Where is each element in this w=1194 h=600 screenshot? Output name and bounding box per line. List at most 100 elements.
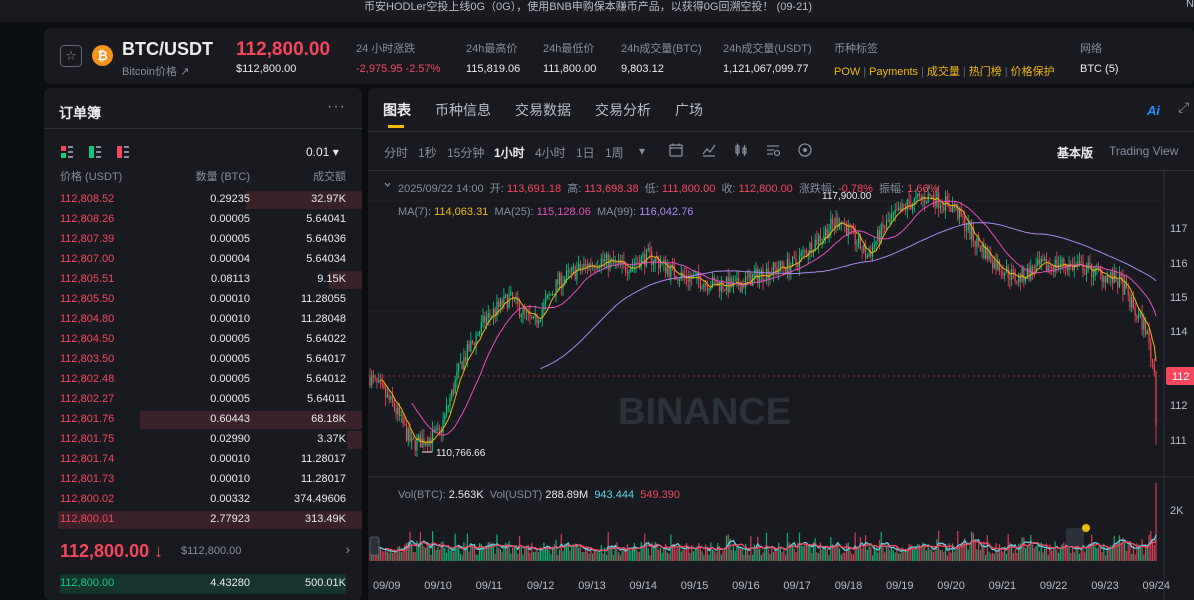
candle[interactable] — [991, 262, 994, 268]
candle[interactable] — [1078, 261, 1081, 264]
candle[interactable] — [1052, 267, 1055, 272]
candle[interactable] — [412, 438, 415, 440]
candle[interactable] — [654, 258, 656, 264]
candle[interactable] — [386, 394, 388, 398]
candle[interactable] — [447, 405, 449, 407]
candle[interactable] — [466, 344, 468, 361]
tab-trading-analysis[interactable]: 交易分析 — [595, 102, 651, 118]
candle[interactable] — [925, 202, 928, 204]
candle[interactable] — [557, 279, 559, 285]
candle[interactable] — [701, 288, 703, 290]
candle[interactable] — [376, 377, 378, 383]
candle[interactable] — [395, 408, 397, 414]
candle[interactable] — [826, 228, 828, 239]
candle[interactable] — [546, 295, 548, 299]
chevron-right-icon[interactable]: › — [345, 541, 350, 557]
candle[interactable] — [564, 278, 566, 284]
candle[interactable] — [741, 283, 743, 293]
candle[interactable] — [793, 256, 795, 259]
network-info[interactable]: 网络 BTC (5) — [1080, 43, 1119, 75]
candle[interactable] — [666, 267, 668, 274]
candle[interactable] — [915, 196, 917, 199]
candle[interactable] — [1111, 272, 1114, 284]
interval-15m[interactable]: 15分钟 — [447, 146, 485, 160]
candle[interactable] — [894, 209, 896, 214]
asks-only-view-icon[interactable] — [117, 146, 129, 158]
candle[interactable] — [501, 299, 503, 306]
bid-row[interactable]: 112,800.00 4.43280 500.01K — [44, 574, 362, 594]
candle[interactable] — [823, 235, 825, 239]
candle[interactable] — [976, 237, 978, 247]
candle[interactable] — [765, 268, 768, 281]
candle[interactable] — [522, 307, 524, 316]
candle[interactable] — [974, 241, 976, 247]
candle[interactable] — [652, 263, 655, 265]
candle[interactable] — [506, 294, 508, 308]
candle[interactable] — [790, 265, 792, 273]
candle[interactable] — [718, 282, 721, 292]
candle[interactable] — [691, 276, 693, 279]
candle[interactable] — [891, 214, 893, 219]
candle[interactable] — [656, 258, 658, 260]
candle[interactable] — [621, 260, 623, 265]
candle[interactable] — [1063, 259, 1065, 267]
candle[interactable] — [492, 308, 495, 317]
candle[interactable] — [953, 204, 955, 209]
candle[interactable] — [998, 260, 1001, 272]
candle[interactable] — [696, 272, 698, 275]
tab-chart[interactable]: 图表 — [383, 102, 411, 118]
candle[interactable] — [432, 429, 434, 444]
candle[interactable] — [1129, 295, 1131, 308]
candle[interactable] — [898, 207, 900, 211]
candle[interactable] — [485, 317, 488, 323]
candle[interactable] — [545, 298, 547, 303]
tag-payments[interactable]: Payments — [869, 66, 919, 78]
candle[interactable] — [536, 313, 538, 324]
candle[interactable] — [503, 295, 505, 306]
candle[interactable] — [856, 244, 858, 246]
candle[interactable] — [529, 312, 531, 317]
candle[interactable] — [805, 251, 808, 256]
candle[interactable] — [602, 258, 604, 262]
candle[interactable] — [1014, 270, 1016, 282]
candle[interactable] — [435, 428, 437, 431]
candle[interactable] — [604, 259, 606, 262]
candle[interactable] — [825, 228, 827, 236]
candle[interactable] — [809, 242, 811, 254]
candle[interactable] — [418, 435, 420, 439]
candle[interactable] — [906, 199, 908, 210]
candle[interactable] — [671, 264, 674, 266]
candle[interactable] — [1018, 274, 1020, 283]
candle[interactable] — [882, 224, 884, 228]
candle[interactable] — [1030, 266, 1032, 280]
candle[interactable] — [804, 250, 806, 252]
chart-settings-icon[interactable] — [765, 142, 781, 158]
candle[interactable] — [757, 268, 759, 283]
candle[interactable] — [958, 207, 961, 219]
candle[interactable] — [1009, 278, 1011, 281]
ask-row[interactable]: 112,803.50 0.00005 5.64017 — [44, 350, 362, 370]
candle[interactable] — [430, 437, 432, 444]
candle[interactable] — [1148, 331, 1150, 344]
candle[interactable] — [983, 245, 985, 259]
candle[interactable] — [931, 195, 933, 197]
candle[interactable] — [955, 205, 957, 209]
candle[interactable] — [990, 252, 992, 263]
candle[interactable] — [635, 262, 637, 264]
candle[interactable] — [791, 256, 794, 266]
candle[interactable] — [1035, 265, 1037, 274]
candle[interactable] — [518, 303, 521, 317]
both-sides-view-icon[interactable] — [61, 146, 73, 158]
candle[interactable] — [465, 357, 467, 361]
candle[interactable] — [576, 269, 578, 280]
candle[interactable] — [463, 357, 465, 370]
candle[interactable] — [628, 272, 630, 274]
candle[interactable] — [732, 281, 735, 287]
candle[interactable] — [595, 268, 597, 270]
fullscreen-icon[interactable]: ⤢ — [1178, 99, 1190, 115]
candle[interactable] — [1016, 281, 1018, 283]
candle[interactable] — [943, 206, 945, 211]
candle[interactable] — [673, 264, 675, 276]
candle[interactable] — [1139, 313, 1141, 315]
candle[interactable] — [473, 342, 475, 346]
